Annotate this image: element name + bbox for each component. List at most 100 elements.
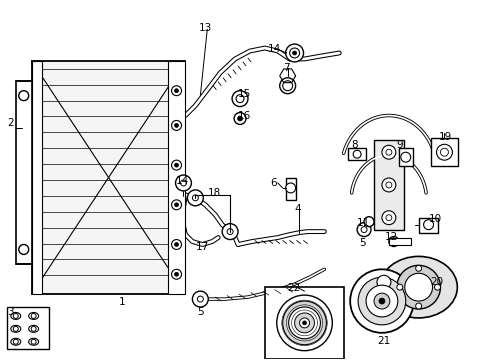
Circle shape (197, 296, 203, 302)
Bar (373, 140, 403, 230)
Bar (16, 81, 32, 264)
Circle shape (234, 113, 245, 125)
Circle shape (171, 200, 181, 210)
Text: 14: 14 (267, 44, 281, 54)
Text: 9: 9 (396, 140, 403, 150)
Circle shape (171, 239, 181, 249)
Text: 17: 17 (195, 242, 208, 252)
Circle shape (187, 190, 203, 206)
Circle shape (302, 321, 306, 325)
Circle shape (171, 160, 181, 170)
Circle shape (171, 86, 181, 96)
Circle shape (364, 217, 373, 227)
Bar (7, 307, 48, 349)
Circle shape (357, 277, 405, 325)
Circle shape (192, 291, 208, 307)
Ellipse shape (11, 325, 20, 332)
Circle shape (237, 116, 242, 121)
Text: 1: 1 (119, 297, 125, 307)
Circle shape (436, 144, 451, 160)
Circle shape (294, 313, 314, 333)
Circle shape (356, 223, 370, 237)
Circle shape (174, 89, 178, 93)
Ellipse shape (29, 312, 39, 319)
Circle shape (396, 284, 402, 290)
Text: 16: 16 (238, 111, 251, 121)
Text: 14: 14 (175, 176, 188, 186)
Circle shape (171, 121, 181, 130)
Text: 5: 5 (358, 238, 365, 248)
Circle shape (282, 301, 325, 345)
Circle shape (376, 275, 390, 289)
Circle shape (236, 95, 244, 103)
Text: 21: 21 (376, 336, 389, 346)
Circle shape (385, 182, 391, 188)
Ellipse shape (379, 256, 456, 318)
Text: 19: 19 (438, 132, 451, 142)
Bar (32, 61, 41, 294)
Circle shape (423, 220, 433, 230)
Circle shape (404, 273, 432, 301)
Bar (388, 238, 410, 246)
Text: 18: 18 (208, 188, 221, 198)
Text: 12: 12 (384, 231, 397, 242)
Circle shape (289, 48, 299, 58)
Circle shape (226, 229, 233, 235)
Circle shape (388, 237, 398, 247)
Text: 8: 8 (350, 140, 357, 150)
Circle shape (381, 211, 395, 225)
Circle shape (352, 150, 360, 158)
Circle shape (285, 44, 303, 62)
Circle shape (288, 307, 320, 339)
Bar (418, 218, 438, 233)
Bar (429, 138, 457, 166)
Circle shape (174, 272, 178, 276)
Circle shape (31, 314, 36, 319)
Text: 7: 7 (282, 63, 289, 73)
Circle shape (19, 91, 29, 100)
Text: 22: 22 (287, 283, 300, 293)
Bar (167, 61, 185, 294)
Circle shape (381, 145, 395, 159)
Circle shape (279, 78, 295, 94)
Text: 11: 11 (356, 218, 369, 228)
Circle shape (385, 215, 391, 221)
Circle shape (174, 123, 178, 127)
Circle shape (373, 293, 389, 309)
Circle shape (385, 149, 391, 155)
Circle shape (19, 244, 29, 255)
Bar (285, 178, 295, 200)
Ellipse shape (11, 338, 20, 345)
Circle shape (282, 81, 292, 91)
Bar (264, 287, 344, 359)
Text: 13: 13 (198, 23, 211, 33)
Text: 2: 2 (7, 118, 14, 129)
Circle shape (13, 327, 18, 331)
Circle shape (174, 163, 178, 167)
Circle shape (232, 91, 247, 107)
Text: 20: 20 (429, 277, 443, 287)
Circle shape (222, 224, 238, 239)
Circle shape (276, 295, 332, 351)
Circle shape (396, 265, 440, 309)
Circle shape (415, 303, 421, 309)
Text: 6: 6 (269, 178, 276, 188)
Ellipse shape (29, 338, 39, 345)
Circle shape (31, 339, 36, 344)
Circle shape (174, 243, 178, 247)
Ellipse shape (29, 325, 39, 332)
Bar (398, 148, 412, 166)
Circle shape (366, 285, 397, 317)
Circle shape (381, 178, 395, 192)
Circle shape (415, 265, 421, 271)
Circle shape (400, 152, 410, 162)
Circle shape (175, 175, 191, 191)
Circle shape (434, 284, 440, 290)
Circle shape (192, 195, 198, 201)
Text: 4: 4 (294, 204, 301, 214)
Circle shape (13, 314, 18, 319)
Circle shape (13, 339, 18, 344)
Circle shape (31, 327, 36, 331)
Circle shape (440, 148, 447, 156)
Circle shape (171, 269, 181, 279)
